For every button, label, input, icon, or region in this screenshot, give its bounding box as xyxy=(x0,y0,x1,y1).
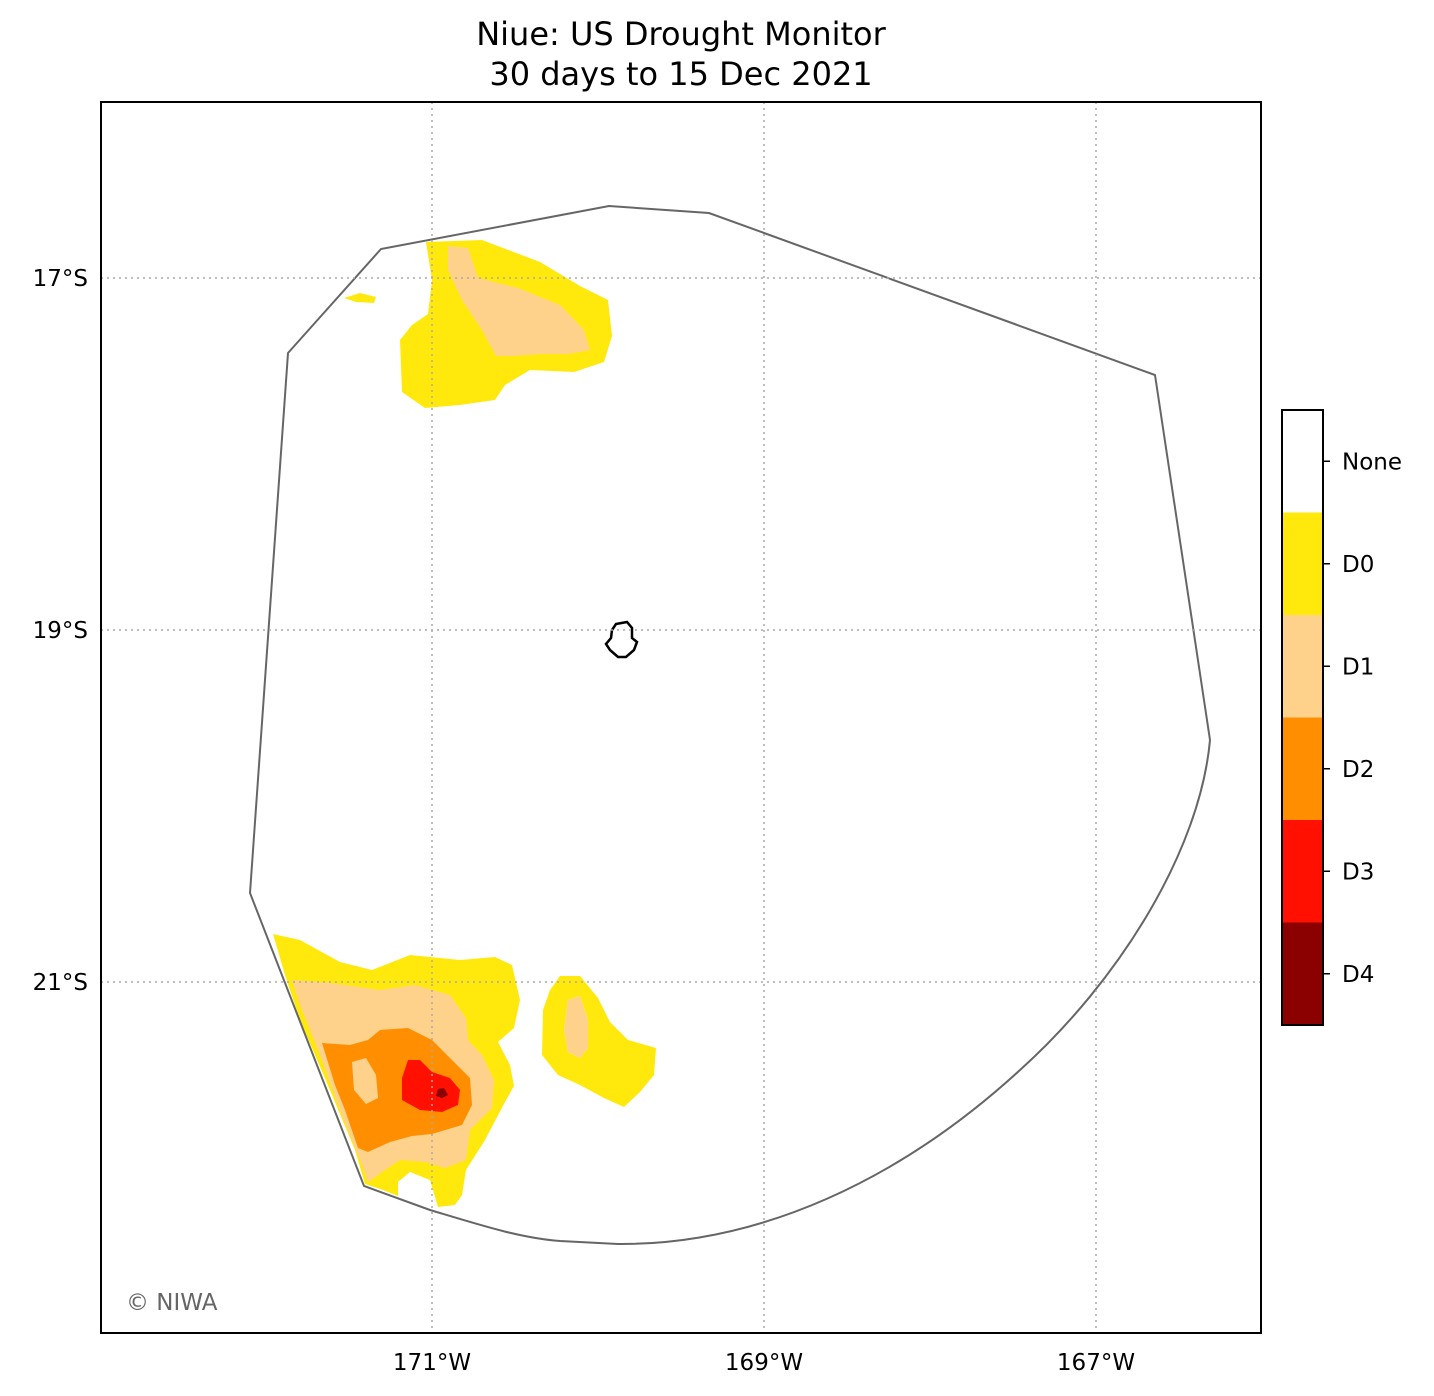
drought-area-d4-south xyxy=(436,1088,448,1098)
drought-area-d1-north xyxy=(448,246,590,356)
drought-area-d0-south-east xyxy=(542,976,656,1107)
y-tick-label-21s: 21°S xyxy=(33,970,88,996)
gridlines xyxy=(101,102,1261,1333)
legend-swatch-d0 xyxy=(1282,512,1323,615)
drought-area-d0-north-small xyxy=(344,293,376,303)
drought-area-d1-south-east xyxy=(564,996,588,1058)
legend-swatch-d1 xyxy=(1282,615,1323,718)
x-tick-label-171w: 171°W xyxy=(393,1350,471,1376)
y-tick-label-17s: 17°S xyxy=(33,266,88,292)
legend-border xyxy=(1281,409,1324,1026)
legend-swatch-d3 xyxy=(1282,820,1323,923)
legend-label-d2: D2 xyxy=(1342,757,1374,783)
legend-label-none: None xyxy=(1342,449,1402,475)
legend-label-d4: D4 xyxy=(1342,962,1374,988)
map-title: Niue: US Drought Monitor xyxy=(476,15,886,53)
y-tick-label-19s: 19°S xyxy=(33,618,88,644)
eez-boundary xyxy=(248,204,1212,1246)
drought-areas xyxy=(273,240,656,1207)
legend-swatch-d2 xyxy=(1282,717,1323,820)
drought-area-d1-hole-south xyxy=(352,1058,378,1104)
legend-label-d1: D1 xyxy=(1342,654,1374,680)
drought-area-d2-south xyxy=(322,1028,472,1152)
legend-swatch-none xyxy=(1282,410,1323,513)
legend-label-d3: D3 xyxy=(1342,859,1374,885)
drought-area-d3-south xyxy=(402,1060,460,1112)
legend-colorbar: None D0 D1 D2 D3 D4 xyxy=(1281,409,1402,1026)
map-frame xyxy=(100,101,1262,1334)
legend-label-d0: D0 xyxy=(1342,552,1374,578)
x-tick-label-169w: 169°W xyxy=(725,1350,803,1376)
legend-swatch-d4 xyxy=(1282,922,1323,1025)
x-tick-label-167w: 167°W xyxy=(1057,1350,1135,1376)
copyright-text: © NIWA xyxy=(126,1290,218,1316)
niue-island-outline xyxy=(604,620,639,659)
map-subtitle: 30 days to 15 Dec 2021 xyxy=(489,55,873,93)
